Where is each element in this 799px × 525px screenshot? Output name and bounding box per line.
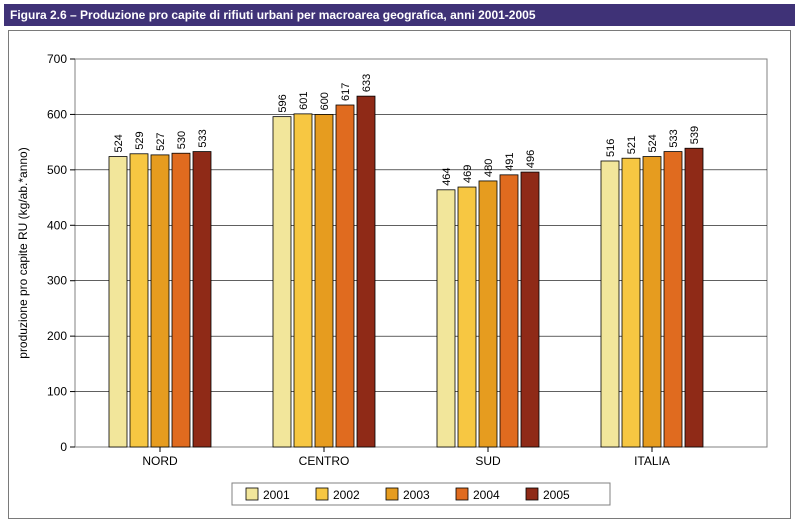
bar bbox=[336, 105, 354, 447]
bar-value-label: 533 bbox=[197, 129, 209, 147]
bar bbox=[458, 187, 476, 447]
bar-value-label: 596 bbox=[277, 94, 289, 112]
bar bbox=[130, 154, 148, 447]
bar bbox=[151, 155, 169, 447]
bar-chart: 0 100 200 300 400 500 600 700 produzione pro cap… bbox=[9, 31, 790, 518]
bar-value-label: 600 bbox=[319, 92, 331, 110]
bar-value-label: 539 bbox=[689, 126, 701, 144]
y-tick-label: 300 bbox=[47, 274, 67, 288]
bar bbox=[500, 175, 518, 447]
bar bbox=[622, 158, 640, 447]
legend-swatch bbox=[456, 488, 468, 500]
y-tick-label: 700 bbox=[47, 52, 67, 66]
category-label: CENTRO bbox=[299, 454, 350, 468]
bar-value-label: 464 bbox=[441, 167, 453, 185]
legend-label: 2005 bbox=[543, 488, 570, 502]
bar-value-label: 530 bbox=[176, 131, 188, 149]
chart-frame: 0 100 200 300 400 500 600 700 produzione pro cap… bbox=[8, 30, 791, 519]
legend-swatch bbox=[386, 488, 398, 500]
legend-label: 2001 bbox=[263, 488, 290, 502]
legend-label: 2004 bbox=[473, 488, 500, 502]
bar bbox=[685, 148, 703, 447]
bar bbox=[109, 157, 127, 447]
category-label: SUD bbox=[475, 454, 501, 468]
bar-value-label: 521 bbox=[626, 136, 638, 154]
legend-label: 2002 bbox=[333, 488, 360, 502]
bar-value-label: 524 bbox=[113, 134, 125, 152]
figure-title-bar: Figura 2.6 – Produzione pro capite di ri… bbox=[4, 4, 795, 26]
legend-swatch bbox=[246, 488, 258, 500]
bar bbox=[664, 152, 682, 447]
figure-title: Figura 2.6 – Produzione pro capite di ri… bbox=[10, 8, 536, 22]
bar bbox=[193, 152, 211, 447]
bar bbox=[315, 114, 333, 447]
bar bbox=[479, 181, 497, 447]
bar-value-label: 516 bbox=[605, 139, 617, 157]
category-label: ITALIA bbox=[634, 454, 670, 468]
bar-value-label: 469 bbox=[462, 165, 474, 183]
y-tick-label: 400 bbox=[47, 218, 67, 232]
bar-value-label: 480 bbox=[483, 159, 495, 177]
bar-value-label: 527 bbox=[155, 133, 167, 151]
bar bbox=[601, 161, 619, 447]
bar-value-label: 529 bbox=[134, 131, 146, 149]
bar bbox=[273, 117, 291, 447]
bar-value-label: 601 bbox=[298, 92, 310, 110]
y-tick-label: 200 bbox=[47, 329, 67, 343]
legend-swatch bbox=[316, 488, 328, 500]
y-tick-label: 600 bbox=[47, 107, 67, 121]
bar-value-label: 533 bbox=[668, 129, 680, 147]
bar-value-label: 491 bbox=[504, 152, 516, 170]
legend-label: 2003 bbox=[403, 488, 430, 502]
bar-value-label: 524 bbox=[647, 134, 659, 152]
bar bbox=[521, 172, 539, 447]
bar-value-label: 496 bbox=[525, 150, 537, 168]
bar bbox=[437, 190, 455, 447]
bar-value-label: 617 bbox=[340, 83, 352, 101]
bar bbox=[357, 96, 375, 447]
y-axis-label: produzione pro capite RU (kg/ab.*anno) bbox=[16, 147, 30, 358]
bar-value-label: 633 bbox=[361, 74, 373, 92]
bar bbox=[172, 153, 190, 447]
page-root: Figura 2.6 – Produzione pro capite di ri… bbox=[0, 0, 799, 525]
y-tick-label: 0 bbox=[60, 440, 67, 454]
category-label: NORD bbox=[142, 454, 178, 468]
y-tick-label: 500 bbox=[47, 163, 67, 177]
bar bbox=[294, 114, 312, 447]
y-tick-label: 100 bbox=[47, 385, 67, 399]
bar bbox=[643, 157, 661, 447]
legend-swatch bbox=[526, 488, 538, 500]
